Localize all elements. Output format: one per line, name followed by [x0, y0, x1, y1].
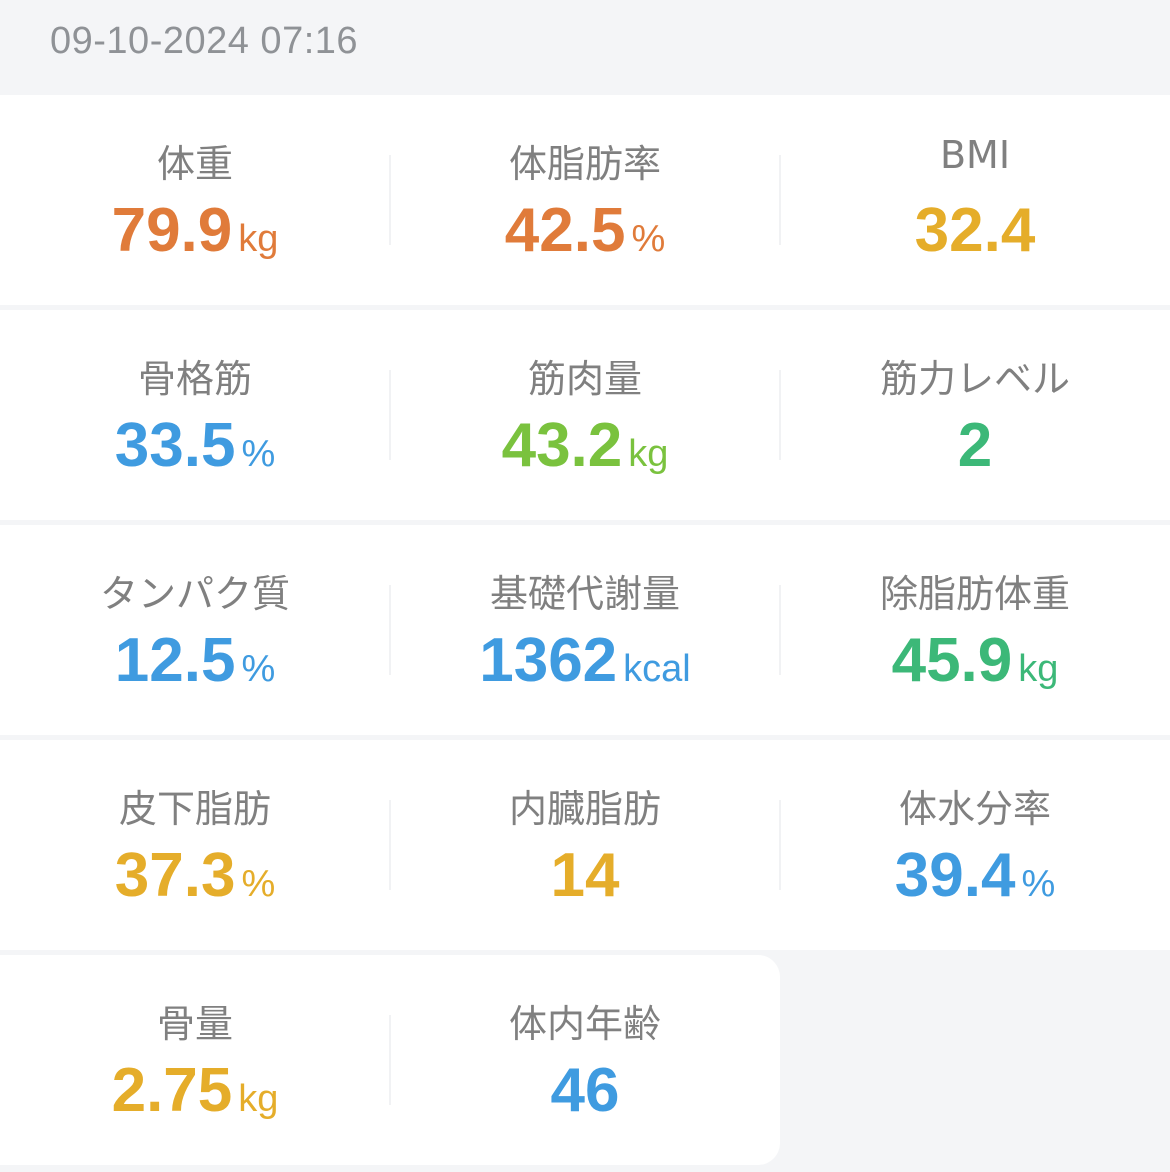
metric-card[interactable]: 内臓脂肪 14 — [390, 740, 780, 950]
metric-label: タンパク質 — [99, 572, 290, 616]
metric-unit: kg — [628, 433, 669, 475]
metric-label: 骨格筋 — [137, 357, 252, 401]
metric-card[interactable]: 基礎代謝量 1362 kcal — [390, 525, 780, 735]
metric-value: 46 — [550, 1056, 620, 1125]
metric-value: 12.5 — [114, 626, 236, 695]
metric-value: 2.75 — [111, 1056, 233, 1125]
metric-label: 骨量 — [156, 1002, 233, 1046]
metric-value-group: 14 — [390, 840, 780, 911]
metric-value: 2 — [957, 411, 993, 480]
cell-divider — [389, 370, 391, 460]
metric-unit: kg — [238, 1078, 279, 1120]
cell-divider — [779, 370, 781, 460]
metric-unit: % — [241, 433, 276, 475]
metric-card[interactable]: BMI 32.4 — [780, 95, 1170, 305]
metric-value-group: 32.4 — [780, 195, 1170, 266]
metric-value: 39.4 — [894, 841, 1016, 910]
metric-card[interactable]: 骨格筋 33.5% — [0, 310, 390, 520]
metric-value: 1362 — [479, 626, 618, 695]
metric-card[interactable]: 体脂肪率 42.5% — [390, 95, 780, 305]
metric-unit: kg — [238, 218, 279, 260]
metric-value: 37.3 — [114, 841, 236, 910]
metric-label: 筋肉量 — [527, 357, 642, 401]
cell-divider — [389, 585, 391, 675]
metric-card[interactable]: 体水分率 39.4% — [780, 740, 1170, 950]
metric-value-group: 2.75 kg — [0, 1055, 390, 1126]
metric-value: 42.5 — [504, 196, 626, 265]
metric-value-group: 33.5% — [0, 410, 390, 481]
metric-label: 体重 — [156, 142, 233, 186]
metrics-row: 体重 79.9 kg 体脂肪率 42.5% BMI 32.4 — [0, 95, 1170, 305]
metrics-row: 骨量 2.75 kg 体内年齢 46 — [0, 955, 780, 1165]
metric-value-group: 2 — [780, 410, 1170, 481]
metric-value-group: 1362 kcal — [390, 625, 780, 696]
metric-label: 除脂肪体重 — [879, 572, 1070, 616]
cell-divider — [779, 155, 781, 245]
cell-divider — [779, 585, 781, 675]
metric-value-group: 43.2 kg — [390, 410, 780, 481]
metric-label: 基礎代謝量 — [489, 572, 680, 616]
metric-value: 43.2 — [501, 411, 623, 480]
metric-label: 内臓脂肪 — [508, 787, 661, 831]
metric-value: 79.9 — [111, 196, 233, 265]
cell-divider — [389, 1015, 391, 1105]
metric-label: BMI — [939, 133, 1011, 177]
metric-value-group: 42.5% — [390, 195, 780, 266]
metric-value: 14 — [550, 841, 620, 910]
metrics-row: 皮下脂肪 37.3% 内臓脂肪 14 体水分率 39.4% — [0, 740, 1170, 950]
metric-unit: % — [631, 218, 666, 260]
metric-card[interactable]: 除脂肪体重 45.9 kg — [780, 525, 1170, 735]
metric-unit: kcal — [623, 648, 691, 690]
metric-value-group: 79.9 kg — [0, 195, 390, 266]
metric-value-group: 37.3% — [0, 840, 390, 911]
metric-label: 皮下脂肪 — [118, 787, 271, 831]
cell-divider — [389, 800, 391, 890]
metric-card[interactable]: 筋肉量 43.2 kg — [390, 310, 780, 520]
header-bar: 09-10-2024 07:16 — [0, 0, 1170, 92]
metric-label: 筋力レベル — [879, 357, 1070, 401]
metrics-row: タンパク質 12.5% 基礎代謝量 1362 kcal 除脂肪体重 45.9 kg — [0, 525, 1170, 735]
metric-card[interactable]: タンパク質 12.5% — [0, 525, 390, 735]
measurement-timestamp: 09-10-2024 07:16 — [50, 20, 359, 62]
cell-divider — [779, 800, 781, 890]
metric-value-group: 39.4% — [780, 840, 1170, 911]
metric-label: 体水分率 — [898, 787, 1051, 831]
metric-value: 45.9 — [891, 626, 1013, 695]
metric-unit: % — [1021, 863, 1056, 905]
metric-card[interactable]: 皮下脂肪 37.3% — [0, 740, 390, 950]
metrics-row: 骨格筋 33.5% 筋肉量 43.2 kg 筋力レベル 2 — [0, 310, 1170, 520]
metric-value: 32.4 — [914, 196, 1036, 265]
metric-unit: % — [241, 648, 276, 690]
metric-value-group: 46 — [390, 1055, 780, 1126]
metric-value-group: 45.9 kg — [780, 625, 1170, 696]
metric-value: 33.5 — [114, 411, 236, 480]
metric-label: 体脂肪率 — [508, 142, 661, 186]
metric-value-group: 12.5% — [0, 625, 390, 696]
cell-divider — [389, 155, 391, 245]
metric-label: 体内年齢 — [508, 1002, 661, 1046]
metric-card[interactable]: 体重 79.9 kg — [0, 95, 390, 305]
metric-card[interactable]: 骨量 2.75 kg — [0, 955, 390, 1165]
metric-unit: kg — [1018, 648, 1059, 690]
metric-card[interactable]: 筋力レベル 2 — [780, 310, 1170, 520]
metric-card[interactable]: 体内年齢 46 — [390, 955, 780, 1165]
metric-unit: % — [241, 863, 276, 905]
